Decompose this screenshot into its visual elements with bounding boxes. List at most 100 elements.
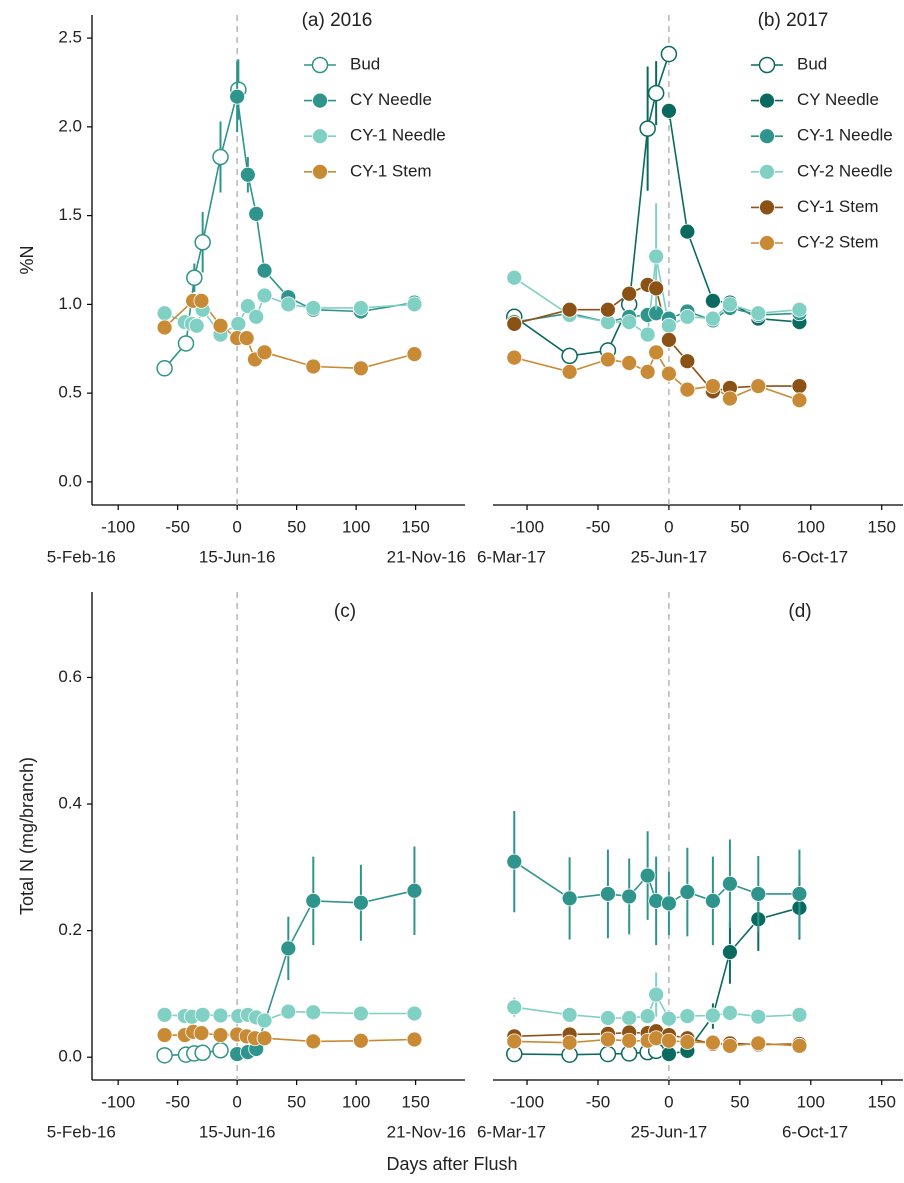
data-point — [305, 1004, 322, 1021]
data-point — [156, 305, 173, 322]
legend-label: CY-1 Needle — [350, 126, 446, 145]
data-point — [239, 298, 256, 315]
legend-label: CY-1 Stem — [350, 161, 432, 180]
data-point — [639, 1008, 656, 1024]
x-tick-label: -50 — [586, 1092, 611, 1111]
data-point — [621, 355, 638, 371]
x-tick-label: 150 — [401, 517, 429, 536]
x-tick-label: -100 — [101, 1092, 135, 1111]
data-point — [722, 944, 738, 961]
data-point — [506, 1033, 523, 1050]
data-point — [661, 365, 677, 382]
date-label: 5-Feb-16 — [47, 547, 116, 566]
data-point — [305, 892, 322, 909]
panel: -100 -50 0 50 100 150 6-Mar-17 25-Jun-17 6-Oct-1… — [477, 592, 903, 1141]
panel: 0.0 0.5 1.0 1.5 2.0 2.5 -100 -50 0 50 100 150 5-Feb-… — [17, 10, 466, 566]
data-point — [239, 166, 256, 183]
data-point — [648, 1030, 665, 1047]
data-point — [679, 223, 696, 240]
data-point — [648, 344, 665, 361]
panel: -100 -50 0 50 100 150 6-Mar-17 25-Jun-17 6-Oct-1… — [477, 10, 903, 566]
y-tick-label: 1.0 — [58, 294, 82, 313]
data-point — [194, 233, 211, 251]
data-point — [599, 1045, 617, 1063]
x-tick-label: 100 — [797, 517, 825, 536]
data-point — [704, 292, 721, 309]
y-tick-label: 1.5 — [58, 205, 82, 224]
x-tick-label: 100 — [797, 1092, 825, 1111]
data-point — [280, 1003, 297, 1020]
data-point — [256, 262, 273, 279]
data-point — [639, 326, 656, 343]
data-point — [194, 1044, 211, 1062]
data-point — [600, 351, 616, 368]
date-label: 15-Jun-16 — [199, 1122, 276, 1141]
panel-title: (d) — [788, 601, 811, 622]
date-label: 6-Oct-17 — [782, 547, 848, 566]
data-point — [750, 886, 767, 902]
legend-marker — [312, 92, 328, 109]
data-point — [600, 301, 616, 318]
data-point — [704, 892, 721, 909]
x-tick-label: 100 — [342, 517, 370, 536]
data-point — [256, 1030, 273, 1047]
x-tick-label: 50 — [287, 517, 306, 536]
data-point — [352, 894, 369, 911]
date-label: 5-Feb-16 — [47, 1122, 116, 1141]
legend-marker — [759, 235, 775, 251]
legend-marker — [312, 128, 328, 145]
data-point — [305, 358, 322, 375]
date-label: 6-Oct-17 — [782, 1122, 848, 1141]
data-point — [722, 1005, 738, 1021]
data-point — [750, 1008, 767, 1025]
data-point — [661, 895, 677, 912]
data-point — [661, 1046, 677, 1062]
data-point — [661, 1010, 677, 1027]
x-tick-label: 150 — [401, 1092, 429, 1111]
data-point — [256, 287, 273, 304]
data-point — [193, 1025, 210, 1042]
data-point — [248, 205, 265, 222]
data-point — [661, 102, 677, 119]
data-point — [679, 308, 696, 325]
series-line — [237, 889, 415, 1055]
data-point — [648, 986, 665, 1003]
data-point — [156, 1047, 173, 1064]
data-point — [506, 349, 523, 366]
data-point — [621, 1010, 638, 1026]
legend-label: CY-2 Stem — [797, 232, 879, 251]
data-point — [661, 331, 677, 348]
data-point — [305, 300, 322, 316]
y-tick-label: 0.6 — [58, 667, 82, 686]
data-point — [156, 360, 173, 377]
y-axis-label: Total N (mg/branch) — [17, 757, 37, 915]
legend-marker — [758, 56, 776, 74]
data-point — [305, 1033, 322, 1050]
data-point — [791, 886, 808, 902]
data-point — [406, 346, 423, 362]
data-point — [280, 296, 297, 313]
data-point — [193, 292, 210, 309]
data-point — [647, 84, 665, 102]
x-tick-label: 150 — [868, 517, 896, 536]
legend-label: CY Needle — [350, 90, 432, 109]
data-point — [791, 301, 808, 318]
y-tick-label: 0.2 — [58, 920, 82, 939]
panel-title: (b) 2017 — [758, 10, 829, 31]
data-point — [639, 363, 656, 380]
legend-label: Bud — [350, 54, 380, 73]
x-tick-label: -100 — [101, 517, 135, 536]
data-point — [722, 390, 738, 407]
legend-label: CY-1 Stem — [797, 197, 879, 216]
data-point — [750, 378, 767, 394]
data-point — [750, 305, 767, 322]
data-point — [679, 1008, 696, 1024]
x-tick-label: 150 — [868, 1092, 896, 1111]
data-point — [188, 317, 205, 334]
legend-marker — [759, 128, 775, 145]
data-point — [212, 1042, 229, 1059]
data-point — [352, 360, 369, 377]
panel-title: (c) — [334, 601, 356, 622]
